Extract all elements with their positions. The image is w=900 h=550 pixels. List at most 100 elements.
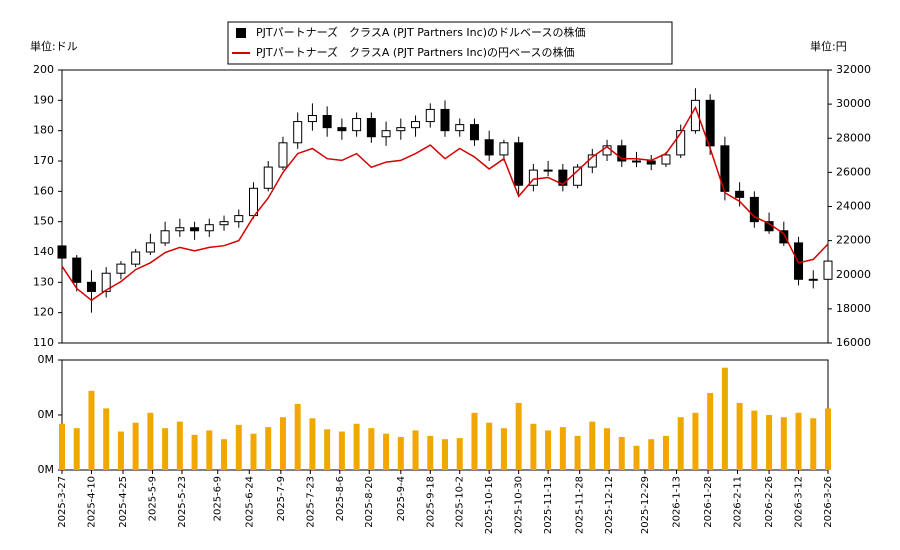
candle-body — [381, 130, 391, 138]
x-tick-label: 2025-8-6 — [335, 476, 346, 521]
x-tick-label: 2025-10-16 — [484, 476, 495, 534]
x-tick-label: 2025-9-4 — [396, 476, 407, 521]
candle-body — [735, 190, 745, 198]
volume-bar — [162, 428, 169, 470]
candle-body — [440, 108, 450, 132]
volume-bar — [486, 422, 493, 470]
volume-bar — [294, 404, 301, 470]
volume-bar — [221, 439, 228, 470]
volume-bar — [338, 431, 345, 470]
x-tick-label: 2026-3-26 — [823, 476, 834, 528]
volume-bar — [618, 437, 625, 470]
x-tick-label: 2026-3-12 — [794, 476, 805, 528]
candle-body — [499, 142, 509, 156]
y2-tick-label: 16000 — [836, 336, 871, 349]
y2-tick-label: 18000 — [836, 302, 871, 315]
x-tick-label: 2025-10-30 — [514, 476, 525, 534]
x-tick-label: 2025-8-20 — [364, 476, 375, 528]
y2-tick-label: 24000 — [836, 200, 871, 213]
x-tick-label: 2025-10-2 — [455, 476, 466, 528]
volume-bar — [825, 408, 831, 470]
candle-body — [72, 257, 82, 283]
volume-bar — [589, 421, 596, 470]
volume-bar — [383, 433, 390, 470]
candle-body — [514, 142, 524, 186]
x-tick-label: 2025-9-18 — [425, 476, 436, 528]
volume-tick-label: 0M — [38, 463, 55, 476]
unit-right: 単位:円 — [810, 39, 847, 53]
candle-body — [234, 215, 244, 223]
volume-bar — [397, 437, 404, 470]
volume-bar — [574, 435, 581, 470]
volume-bar — [766, 415, 773, 470]
volume-bar — [265, 427, 272, 470]
candle-body — [263, 166, 273, 189]
x-tick-label: 2025-5-9 — [147, 476, 158, 521]
candle-body — [528, 169, 538, 186]
volume-bar — [707, 393, 714, 470]
volume-bar — [662, 435, 669, 470]
y2-tick-label: 28000 — [836, 131, 871, 144]
y-tick-label: 170 — [33, 154, 54, 167]
x-tick-label: 2025-3-27 — [57, 476, 68, 528]
candle-body — [617, 145, 627, 162]
candle-body — [676, 130, 686, 156]
candle-body — [469, 124, 479, 141]
volume-bar — [633, 445, 640, 470]
volume-bar — [353, 423, 360, 470]
volume-bar — [88, 390, 95, 470]
candle-body — [86, 281, 96, 292]
volume-bar — [368, 428, 375, 470]
volume-bar — [309, 418, 316, 470]
candle-body — [204, 224, 214, 232]
volume-bar — [279, 417, 286, 470]
volume-bar — [810, 418, 817, 470]
candle-body — [808, 278, 818, 281]
y-tick-label: 200 — [33, 63, 54, 76]
candle-body — [646, 160, 656, 165]
volume-tick-label: 0M — [38, 408, 55, 421]
candle-body — [705, 99, 715, 147]
y-tick-label: 180 — [33, 124, 54, 137]
x-tick-label: 2025-11-13 — [543, 476, 554, 534]
candle-body — [249, 187, 258, 217]
y2-tick-label: 26000 — [836, 165, 871, 178]
candle-body — [131, 251, 141, 265]
y2-tick-label: 22000 — [836, 234, 871, 247]
volume-bar — [176, 421, 183, 470]
x-tick-label: 2026-1-13 — [671, 476, 682, 528]
candle-body — [411, 121, 421, 129]
x-tick-label: 2026-2-26 — [764, 476, 775, 528]
volume-bar — [427, 435, 434, 470]
candle-body — [307, 115, 317, 123]
volume-bar — [103, 408, 110, 470]
volume-bar — [677, 417, 684, 470]
candle-body — [661, 154, 671, 165]
candle-body — [160, 230, 170, 244]
volume-bar — [648, 439, 655, 470]
volume-bar — [692, 412, 699, 470]
candle-body — [57, 245, 67, 259]
x-tick-label: 2026-2-11 — [733, 476, 744, 528]
candle-body — [366, 118, 376, 138]
y2-tick-label: 32000 — [836, 63, 871, 76]
y-tick-label: 140 — [33, 245, 54, 258]
volume-bar — [471, 412, 478, 470]
volume-bar — [456, 438, 463, 470]
candle-body — [632, 160, 641, 163]
legend-swatch — [236, 28, 246, 38]
y2-tick-label: 20000 — [836, 268, 871, 281]
volume-bar — [500, 428, 507, 470]
y-tick-label: 120 — [33, 306, 54, 319]
y2-tick-label: 30000 — [836, 97, 871, 110]
volume-bar — [780, 417, 787, 470]
candle-body — [425, 108, 435, 123]
candle-body — [278, 142, 288, 168]
volume-bar — [324, 429, 331, 470]
candle-body — [558, 169, 568, 186]
candle-body — [573, 166, 583, 186]
volume-bar — [515, 402, 522, 470]
candle-body — [396, 127, 406, 132]
legend-label: PJTパートナーズ クラスA (PJT Partners Inc)のドルベースの… — [256, 25, 585, 39]
yen-line — [61, 105, 829, 302]
